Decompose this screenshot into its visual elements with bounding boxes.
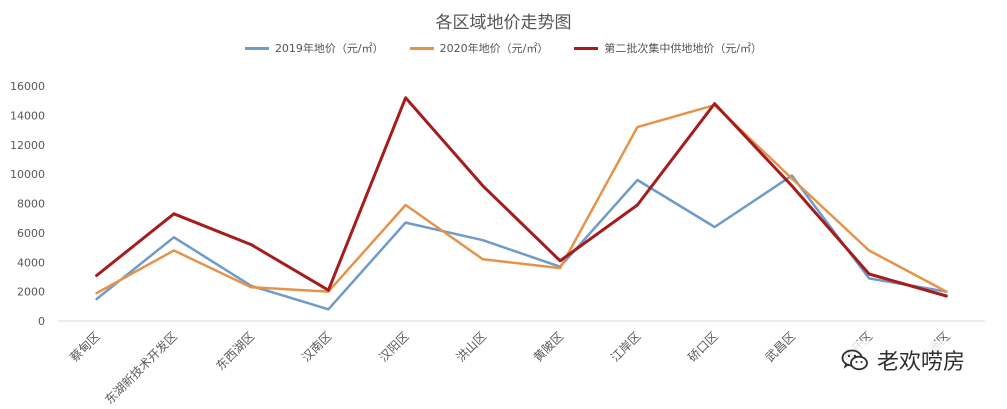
legend-item-series-2: 第二批次集中供地地价（元/㎡） (574, 40, 762, 56)
watermark-text: 老欢唠房 (876, 350, 965, 375)
legend-label-series-2: 第二批次集中供地地价（元/㎡） (604, 42, 763, 55)
legend-swatch-series-0 (244, 46, 269, 50)
legend-swatch-series-2 (574, 46, 599, 50)
wechat-icon (841, 349, 868, 371)
y-tick-label: 10000 (10, 168, 45, 181)
legend-label-series-1: 2020年地价（元/㎡） (439, 42, 549, 55)
y-tick-label: 16000 (10, 80, 45, 93)
y-tick-label: 12000 (10, 139, 45, 152)
legend-item-series-0: 2019年地价（元/㎡） (244, 40, 384, 56)
x-tick-label: 武昌区 (763, 329, 798, 364)
x-tick-label: 汉南区 (298, 329, 334, 365)
y-tick-label: 0 (38, 315, 45, 328)
x-tick-label: 东西湖区 (213, 329, 258, 374)
chart-title: 各区域地价走势图 (435, 13, 572, 33)
y-tick-label: 2000 (17, 286, 45, 299)
legend-item-series-1: 2020年地价（元/㎡） (409, 40, 549, 56)
watermark: 老欢唠房 (837, 341, 969, 379)
series-line-0 (95, 174, 948, 311)
x-tick-label: 东湖新技术开发区 (101, 329, 179, 407)
y-tick-label: 14000 (10, 109, 45, 122)
x-tick-label: 硚口区 (685, 329, 720, 364)
x-tick-label: 江岸区 (608, 329, 643, 364)
series-line-2 (95, 96, 948, 298)
legend-swatch-series-1 (409, 46, 434, 50)
legend-label-series-0: 2019年地价（元/㎡） (274, 42, 384, 55)
x-tick-label: 汉阳区 (376, 329, 411, 364)
x-tick-label: 洪山区 (454, 329, 489, 364)
y-tick-label: 8000 (17, 198, 45, 211)
y-tick-label: 4000 (17, 256, 45, 269)
series-line-1 (95, 103, 948, 295)
x-tick-label: 蔡甸区 (67, 329, 102, 364)
x-tick-label: 黄陂区 (530, 329, 566, 365)
y-tick-label: 6000 (17, 227, 45, 240)
chart-legend: 2019年地价（元/㎡） 2020年地价（元/㎡） 第二批次集中供地地价（元/㎡… (0, 40, 1007, 56)
